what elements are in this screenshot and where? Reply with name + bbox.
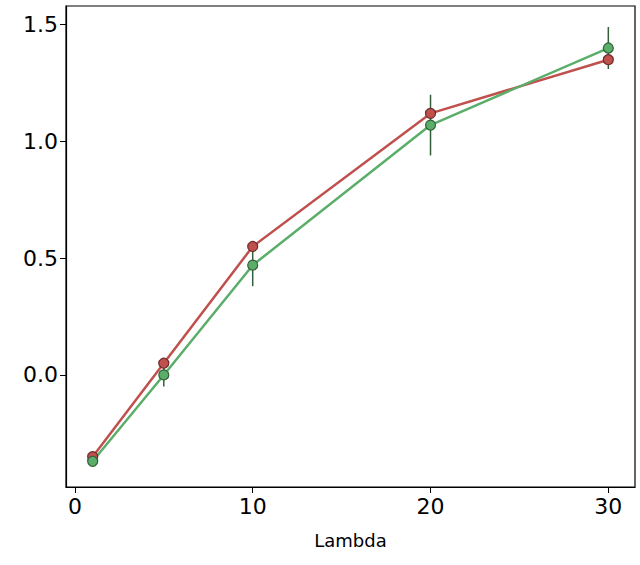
svg-text:0.0: 0.0 [23, 362, 58, 387]
svg-text:0.5: 0.5 [23, 246, 58, 271]
svg-text:1.0: 1.0 [23, 129, 58, 154]
svg-text:1.5: 1.5 [23, 12, 58, 37]
svg-text:30: 30 [594, 494, 622, 519]
svg-text:Lambda: Lambda [314, 530, 386, 551]
svg-text:20: 20 [417, 494, 445, 519]
svg-text:0: 0 [68, 494, 82, 519]
svg-text:10: 10 [239, 494, 267, 519]
